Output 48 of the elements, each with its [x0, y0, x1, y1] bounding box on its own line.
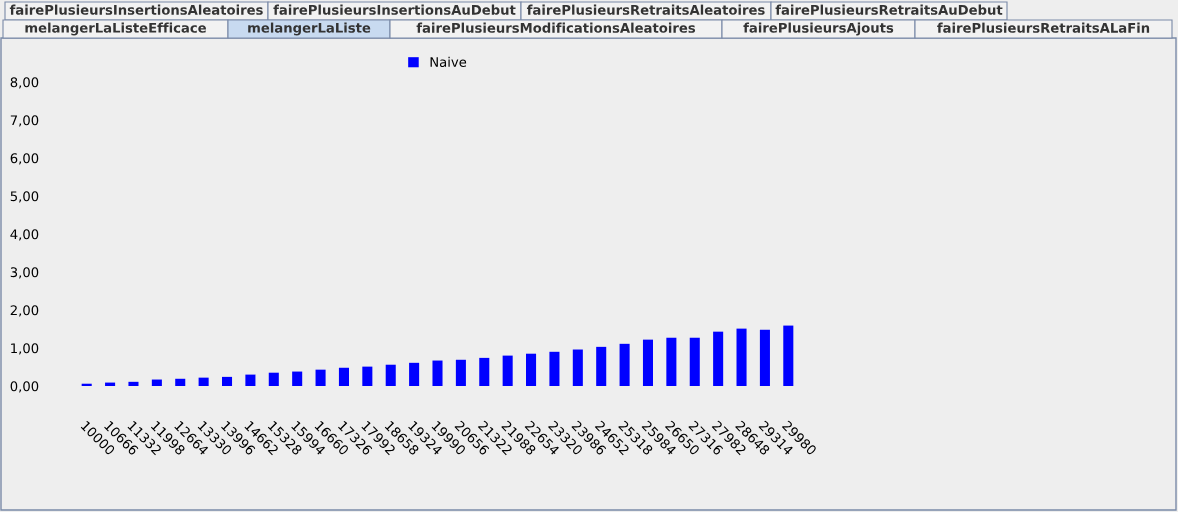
- bar: [736, 328, 747, 386]
- bar: [292, 371, 303, 386]
- bar: [385, 364, 396, 386]
- text: fairePlusieursInsertionsAuDebut: [273, 4, 516, 15]
- y-tick-label: 7,00: [10, 115, 39, 127]
- bar: [713, 331, 724, 386]
- bar: [432, 360, 443, 386]
- bar: [479, 357, 490, 386]
- y-tick-label: 3,00: [10, 267, 39, 279]
- text: fairePlusieursRetraitsAuDebut: [775, 4, 1003, 15]
- y-tick-label: 6,00: [10, 153, 39, 165]
- bar: [619, 343, 630, 386]
- bar: [175, 378, 186, 386]
- bar: [245, 374, 256, 386]
- bar: [549, 351, 560, 386]
- y-tick-label: 1,00: [11, 343, 39, 355]
- bar: [572, 349, 583, 386]
- y-tick-label: 0,00: [10, 381, 39, 393]
- bar: [759, 329, 770, 386]
- bar: [362, 366, 373, 386]
- bar: [783, 325, 794, 386]
- legend-label: Naive: [430, 56, 467, 67]
- bar: [409, 362, 420, 386]
- bar: [151, 379, 162, 386]
- bar: [221, 376, 233, 386]
- bar: [455, 359, 466, 386]
- bar: [315, 369, 326, 386]
- y-tick-label: 4,00: [10, 229, 39, 241]
- bar: [526, 353, 537, 386]
- bar: [666, 337, 677, 386]
- y-tick-label: 8,00: [10, 77, 39, 89]
- bar: [689, 337, 700, 386]
- text: fairePlusieursAjouts: [743, 22, 894, 36]
- bar: [198, 377, 209, 386]
- bar: [596, 346, 607, 386]
- bar: [502, 355, 513, 386]
- bar: [128, 381, 139, 386]
- text: fairePlusieursRetraitsAleatoires: [526, 4, 765, 15]
- text: melangerLaListe: [248, 22, 371, 36]
- y-tick-label: 2,00: [10, 305, 39, 317]
- bar: [338, 367, 349, 386]
- text: fairePlusieursModificationsAleatoires: [416, 22, 696, 33]
- text: melangerLaListeEfficace: [25, 22, 206, 36]
- bar: [268, 372, 279, 386]
- y-tick-label: 5,00: [10, 191, 39, 203]
- text: fairePlusieursInsertionsAleatoires: [9, 4, 263, 15]
- text: fairePlusieursRetraitsALaFin: [937, 22, 1150, 33]
- bar: [642, 339, 654, 386]
